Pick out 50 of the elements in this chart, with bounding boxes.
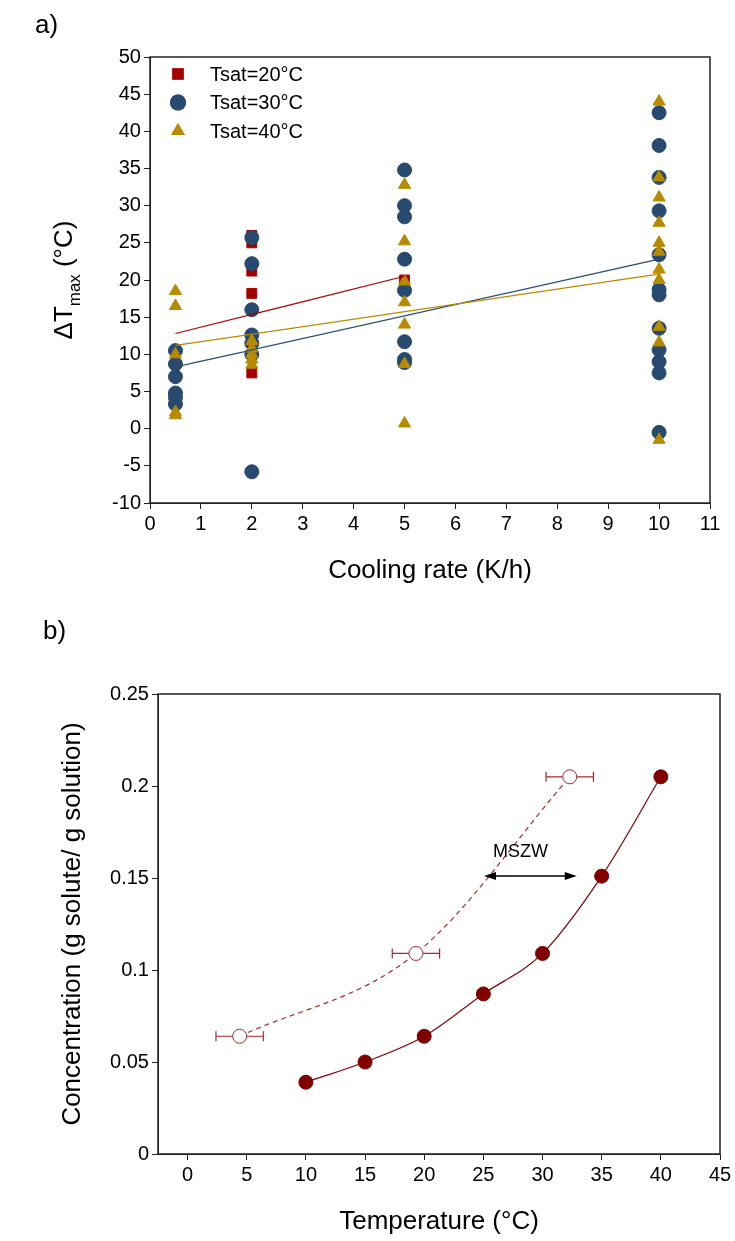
legend-label: Tsat=30°C [210,91,304,114]
y-axis-title: ΔTmax (°C) [48,220,84,340]
x-tick-label: 1 [195,511,207,534]
chart-title: a) [35,9,59,39]
y-tick-label: 40 [118,118,141,141]
y-tick-label: -10 [112,490,141,513]
x-tick-label: 3 [297,511,309,534]
y-tick-label: 25 [118,230,141,253]
x-tick-label: 0 [182,1162,194,1185]
x-tick-label: 7 [500,511,512,534]
x-tick-label: 5 [398,511,411,534]
y-tick-label: 45 [118,81,141,104]
annotation: MSZW [493,841,548,862]
legend-label: Tsat=40°C [210,119,304,142]
x-tick-label: 6 [449,511,462,534]
x-tick-label: 20 [413,1162,436,1185]
x-tick-label: 25 [472,1162,495,1185]
y-tick-label: 0.25 [110,681,149,704]
x-tick-label: 8 [551,511,563,534]
y-tick-label: 20 [118,267,141,290]
y-tick-label: 0.15 [110,865,149,888]
x-axis-title: Cooling rate (K/h) [328,553,532,584]
y-tick-label: 5 [129,379,141,402]
x-tick-label: 9 [602,511,614,534]
x-tick-label: 10 [647,511,671,534]
y-tick-label: 0.2 [121,773,149,796]
legend-label: Tsat=20°C [210,62,304,85]
x-tick-label: 35 [590,1162,613,1185]
y-tick-label: 30 [118,193,141,216]
x-axis-title: Temperature (°C) [339,1204,539,1235]
y-tick-label: 0 [129,416,141,439]
x-tick-label: 30 [531,1162,554,1185]
x-tick-label: 2 [246,511,258,534]
y-tick-label: 35 [118,156,141,179]
y-axis-title: Concentration (g solute/ g solution) [56,722,86,1126]
x-tick-label: 45 [708,1162,732,1185]
y-tick-label: 0 [137,1141,149,1164]
y-tick-label: 50 [118,44,141,67]
x-tick-label: 15 [353,1162,377,1185]
x-tick-label: 4 [348,511,360,534]
y-tick-label: -5 [123,453,141,476]
chart-title: b) [43,615,67,645]
x-tick-label: 10 [294,1162,318,1185]
x-tick-label: 5 [241,1162,253,1185]
y-tick-label: 0.05 [110,1049,149,1072]
y-tick-label: 0.1 [121,957,149,980]
x-tick-label: 11 [699,511,721,534]
x-tick-label: 40 [649,1162,672,1185]
y-tick-label: 15 [118,304,141,327]
y-tick-label: 10 [118,341,141,364]
